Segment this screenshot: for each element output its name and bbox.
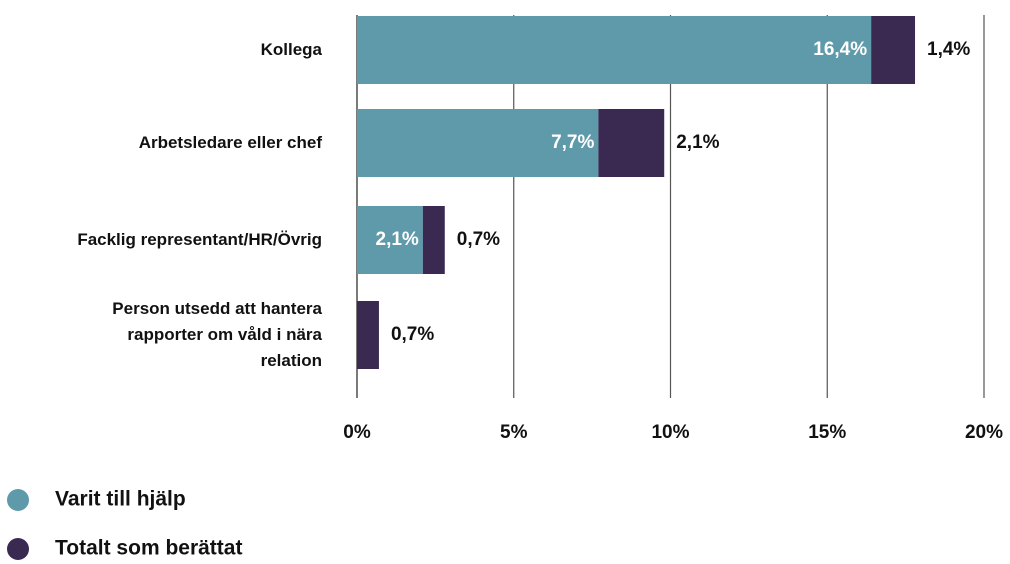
- x-tick-label: 0%: [343, 422, 371, 443]
- x-tick-label: 15%: [808, 422, 846, 443]
- x-tick-label: 20%: [965, 422, 1003, 443]
- bar-segment: [422, 206, 445, 274]
- legend-label: Totalt som berättat: [55, 537, 242, 560]
- category-label: Facklig representant/HR/Övrig: [77, 230, 322, 249]
- category-label: Kollega: [260, 40, 322, 59]
- legend-swatch: [7, 489, 29, 511]
- value-label: 0,7%: [457, 229, 500, 250]
- value-label: 7,7%: [551, 132, 594, 153]
- bar-segment: [871, 16, 916, 84]
- bar-segment: [357, 301, 379, 369]
- value-label: 16,4%: [813, 39, 867, 60]
- bar-segment: [357, 109, 599, 177]
- bar-segment: [357, 206, 423, 274]
- value-label: 2,1%: [376, 229, 419, 250]
- category-label: Arbetsledare eller chef: [138, 133, 322, 152]
- bar-segment: [357, 16, 872, 84]
- x-tick-label: 5%: [500, 422, 528, 443]
- value-label: 1,4%: [927, 39, 970, 60]
- value-label: 2,1%: [676, 132, 719, 153]
- bar-segment: [598, 109, 665, 177]
- category-label: Person utsedd att hantera rapporter om v…: [112, 299, 322, 370]
- x-tick-label: 10%: [651, 422, 689, 443]
- value-label: 0,7%: [391, 324, 434, 345]
- legend-swatch: [7, 538, 29, 560]
- legend-label: Varit till hjälp: [55, 488, 186, 511]
